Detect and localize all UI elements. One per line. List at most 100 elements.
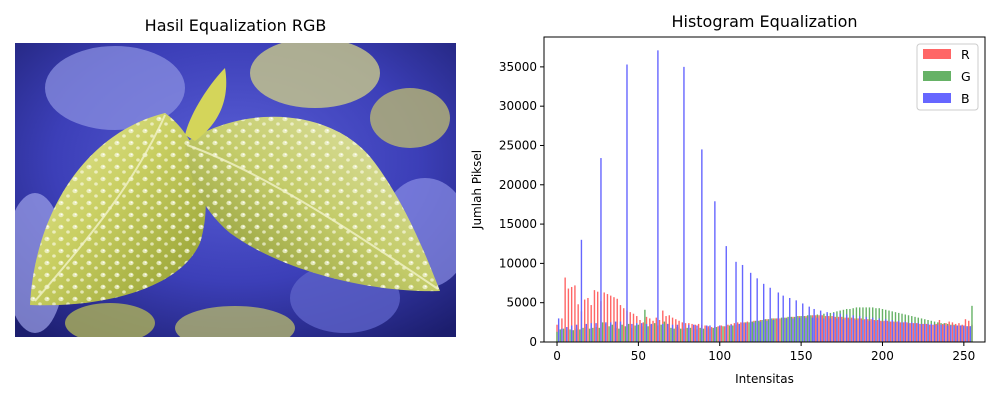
legend-swatch-g — [923, 71, 951, 81]
histogram-bar-r — [955, 323, 957, 342]
histogram-bar-r — [951, 322, 954, 342]
histogram-bar-g — [601, 322, 604, 342]
histogram-bar-r — [779, 318, 781, 342]
histogram-bar-r — [824, 316, 827, 342]
histogram-bar-r — [639, 319, 641, 342]
histogram-bar-r — [652, 320, 654, 342]
histogram-bar-g — [670, 327, 672, 342]
histogram-bar-b — [888, 321, 890, 342]
y-tick-label: 25000 — [499, 138, 537, 152]
y-tick-label: 10000 — [499, 256, 537, 270]
histogram-bar-g — [715, 327, 718, 342]
y-tick-label: 35000 — [499, 60, 537, 74]
histogram-bar-r — [655, 317, 657, 342]
histogram-bar-b — [595, 323, 597, 342]
histogram-bar-r — [704, 325, 706, 342]
histogram-bar-b — [725, 246, 727, 342]
histogram-bar-b — [963, 325, 965, 342]
x-axis-label: Intensitas — [735, 372, 794, 386]
histogram-bar-b — [769, 287, 771, 342]
histogram-bar-b — [785, 318, 788, 342]
histogram-bar-b — [714, 201, 716, 342]
histogram-bar-r — [922, 323, 924, 342]
histogram-bar-b — [645, 323, 648, 342]
histogram-bar-b — [845, 314, 848, 342]
histogram-bar-r — [834, 316, 836, 342]
histogram-bar-b — [826, 312, 828, 342]
y-tick-label: 0 — [529, 335, 537, 349]
histogram-bar-b — [868, 320, 871, 342]
histogram-bar-b — [816, 317, 819, 342]
histogram-bar-g — [764, 319, 767, 342]
histogram-bar-b — [933, 324, 936, 342]
histogram-bar-r — [873, 319, 876, 342]
histogram-bar-r — [831, 316, 833, 342]
histogram-bar-r — [899, 322, 902, 342]
histogram-bar-b — [917, 323, 919, 342]
histogram-bar-g — [810, 315, 812, 342]
histogram-bar-r — [733, 323, 736, 342]
histogram-bar-r — [610, 295, 612, 342]
histogram-bar-b — [619, 321, 622, 342]
histogram-bar-r — [658, 319, 661, 342]
histogram-bar-b — [914, 323, 916, 342]
histogram-bar-g — [663, 321, 666, 342]
y-axis-label: Jumlah Piksel — [470, 150, 484, 230]
histogram-bar-g — [751, 321, 753, 342]
histogram-bar-g — [774, 318, 776, 342]
histogram-bar-b — [701, 149, 703, 342]
histogram-bar-b — [865, 316, 867, 342]
histogram-bar-g — [653, 323, 656, 342]
histogram-bar-g — [754, 320, 757, 342]
histogram-bar-b — [937, 324, 939, 342]
histogram-bar-b — [709, 325, 711, 342]
histogram-bar-r — [912, 323, 915, 342]
histogram-bar-r — [896, 321, 898, 342]
histogram-bar-b — [872, 317, 874, 342]
histogram-bar-g — [758, 320, 760, 342]
histogram-bar-r — [593, 290, 596, 342]
histogram-bar-b — [730, 324, 732, 342]
histogram-bar-b — [798, 317, 801, 342]
histogram-bar-b — [749, 272, 752, 342]
histogram-bar-b — [878, 318, 880, 342]
histogram-bar-b — [795, 300, 797, 342]
histogram-bar-r — [941, 323, 944, 342]
histogram-bar-r — [623, 308, 625, 342]
y-tick-label: 20000 — [499, 178, 537, 192]
legend-swatch-b — [923, 93, 951, 103]
histogram-bar-g — [679, 328, 682, 342]
histogram-bar-r — [564, 277, 566, 342]
histogram-bar-b — [907, 323, 910, 342]
histogram-bar-g — [572, 330, 574, 342]
histogram-bar-b — [811, 317, 814, 342]
histogram-bar-r — [870, 319, 872, 342]
histogram-bar-g — [787, 316, 789, 342]
histogram-bar-r — [746, 321, 749, 342]
histogram-bar-r — [880, 320, 882, 342]
histogram-bar-g — [556, 331, 558, 342]
y-tick-label: 15000 — [499, 217, 537, 231]
histogram-bar-r — [860, 318, 863, 342]
histogram-bar-b — [636, 323, 638, 342]
histogram-bar-b — [735, 261, 737, 342]
histogram-bar-b — [683, 66, 685, 343]
histogram-bar-r — [818, 315, 820, 342]
histogram-bar-g — [634, 325, 636, 342]
histogram-bar-r — [613, 297, 615, 342]
histogram-bar-r — [886, 320, 889, 342]
histogram-bar-b — [950, 325, 952, 342]
histogram-bar-b — [753, 322, 755, 342]
histogram-bar-r — [577, 304, 579, 342]
histogram-bar-b — [802, 303, 804, 342]
histogram-bar-b — [898, 320, 900, 342]
x-tick-label: 200 — [871, 349, 894, 363]
histogram-bar-b — [671, 324, 674, 342]
histogram-bar-r — [876, 319, 879, 342]
histogram-bar-r — [945, 323, 947, 342]
histogram-bar-b — [891, 319, 893, 342]
histogram-bar-g — [790, 316, 793, 342]
histogram-bar-b — [614, 321, 617, 342]
histogram-bar-r — [597, 291, 599, 342]
